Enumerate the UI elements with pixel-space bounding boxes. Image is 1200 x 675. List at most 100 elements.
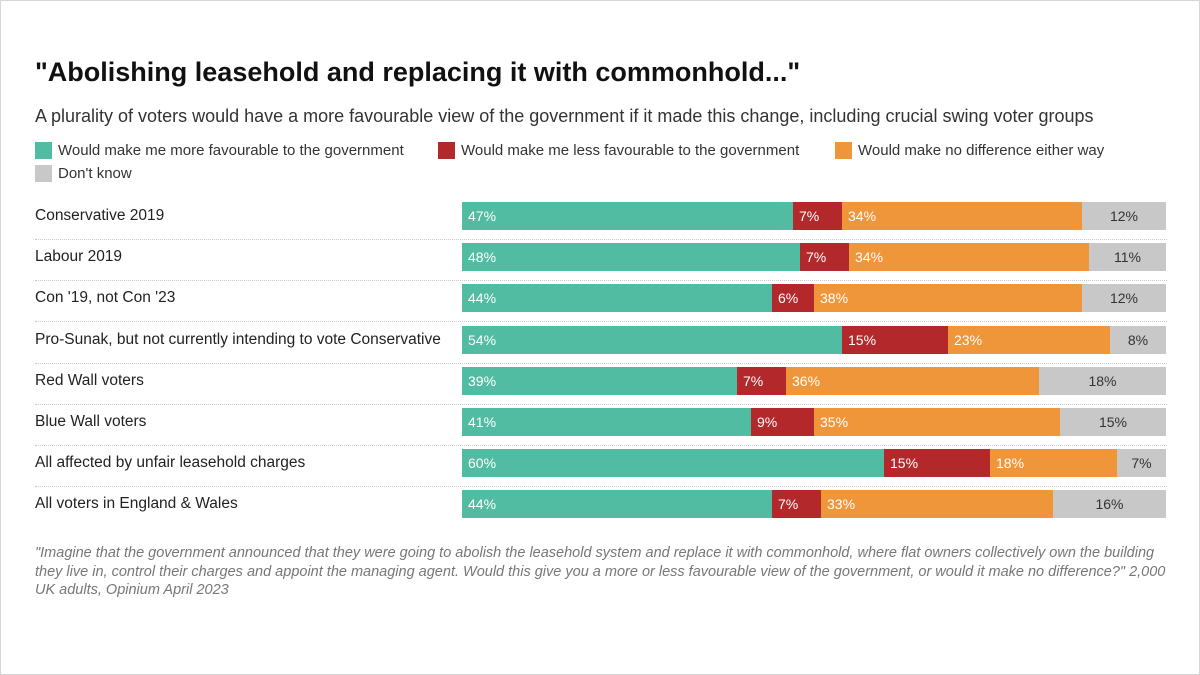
bar-segment: 7% [737, 367, 786, 395]
data-label: 7% [800, 243, 826, 271]
data-label: 60% [462, 449, 496, 477]
data-label: 18% [990, 449, 1024, 477]
data-label: 54% [462, 326, 496, 354]
bar-segment: 34% [849, 243, 1089, 271]
chart-title: "Abolishing leasehold and replacing it w… [35, 57, 800, 88]
legend-swatch [438, 142, 455, 159]
data-label: 7% [1117, 449, 1166, 477]
category-label: Pro-Sunak, but not currently intending t… [35, 323, 441, 357]
data-label: 9% [751, 408, 777, 436]
data-label: 34% [849, 243, 883, 271]
bar-track: 48% 7% 34% 11% [462, 243, 1166, 271]
category-label: Blue Wall voters [35, 405, 146, 439]
bar-track: 44% 6% 38% 12% [462, 284, 1166, 312]
bar-row: All affected by unfair leasehold charges… [35, 446, 1167, 487]
data-label: 15% [842, 326, 876, 354]
data-label: 15% [884, 449, 918, 477]
bar-segment: 54% [462, 326, 842, 354]
legend-item: Would make me more favourable to the gov… [35, 142, 404, 159]
bar-segment: 16% [1053, 490, 1166, 518]
legend-label: Would make no difference either way [858, 142, 1104, 159]
bar-row: Blue Wall voters 41% 9% 35% 15% [35, 405, 1167, 446]
bar-row: All voters in England & Wales 44% 7% 33% 16% [35, 487, 1167, 528]
bar-row: Pro-Sunak, but not currently intending t… [35, 323, 1167, 364]
bar-segment: 41% [462, 408, 751, 436]
data-label: 44% [462, 284, 496, 312]
data-label: 35% [814, 408, 848, 436]
bar-segment: 15% [1060, 408, 1166, 436]
legend-label: Would make me more favourable to the gov… [58, 142, 404, 159]
legend-swatch [35, 142, 52, 159]
bar-segment: 12% [1082, 284, 1166, 312]
legend-label: Don't know [58, 165, 132, 182]
bar-row: Red Wall voters 39% 7% 36% 18% [35, 364, 1167, 405]
bar-segment: 33% [821, 490, 1053, 518]
data-label: 36% [786, 367, 820, 395]
category-label: All affected by unfair leasehold charges [35, 446, 305, 480]
bar-segment: 18% [1039, 367, 1166, 395]
bar-segment: 39% [462, 367, 737, 395]
data-label: 7% [737, 367, 763, 395]
data-label: 23% [948, 326, 982, 354]
chart-subtitle: A plurality of voters would have a more … [35, 106, 1094, 127]
data-label: 16% [1053, 490, 1166, 518]
bar-segment: 15% [884, 449, 990, 477]
data-label: 7% [772, 490, 798, 518]
data-label: 12% [1082, 284, 1166, 312]
category-label: Con '19, not Con '23 [35, 281, 175, 315]
bar-segment: 47% [462, 202, 793, 230]
bar-track: 47% 7% 34% 12% [462, 202, 1166, 230]
bar-segment: 60% [462, 449, 884, 477]
legend-label: Would make me less favourable to the gov… [461, 142, 799, 159]
bar-segment: 12% [1082, 202, 1166, 230]
chart-source-note: "Imagine that the government announced t… [35, 544, 1170, 600]
bar-segment: 8% [1110, 326, 1166, 354]
bar-segment: 44% [462, 284, 772, 312]
bar-segment: 7% [793, 202, 842, 230]
data-label: 48% [462, 243, 496, 271]
bar-row: Con '19, not Con '23 44% 6% 38% 12% [35, 281, 1167, 322]
data-label: 12% [1082, 202, 1166, 230]
category-label: Labour 2019 [35, 240, 122, 274]
legend-item: Don't know [35, 165, 132, 182]
category-label: Red Wall voters [35, 364, 144, 398]
data-label: 33% [821, 490, 855, 518]
bar-track: 44% 7% 33% 16% [462, 490, 1166, 518]
bar-track: 54% 15% 23% 8% [462, 326, 1166, 354]
bar-row: Conservative 2019 47% 7% 34% 12% [35, 199, 1167, 240]
bar-segment: 48% [462, 243, 800, 271]
data-label: 47% [462, 202, 496, 230]
legend-item: Would make me less favourable to the gov… [438, 142, 799, 159]
legend-item: Would make no difference either way [835, 142, 1104, 159]
bar-segment: 9% [751, 408, 814, 436]
bar-segment: 44% [462, 490, 772, 518]
data-label: 38% [814, 284, 848, 312]
bar-segment: 7% [800, 243, 849, 271]
legend-swatch [835, 142, 852, 159]
bar-segment: 34% [842, 202, 1082, 230]
data-label: 7% [793, 202, 819, 230]
bar-segment: 11% [1089, 243, 1166, 271]
bar-track: 60% 15% 18% 7% [462, 449, 1166, 477]
category-label: All voters in England & Wales [35, 487, 238, 521]
data-label: 41% [462, 408, 496, 436]
data-label: 39% [462, 367, 496, 395]
bar-segment: 35% [814, 408, 1060, 436]
category-label: Conservative 2019 [35, 199, 164, 233]
bar-row: Labour 2019 48% 7% 34% 11% [35, 240, 1167, 281]
bar-segment: 36% [786, 367, 1039, 395]
bar-segment: 7% [1117, 449, 1166, 477]
data-label: 15% [1060, 408, 1166, 436]
bar-segment: 6% [772, 284, 814, 312]
data-label: 34% [842, 202, 876, 230]
bar-segment: 23% [948, 326, 1110, 354]
data-label: 8% [1110, 326, 1166, 354]
data-label: 6% [772, 284, 798, 312]
legend-swatch [35, 165, 52, 182]
bar-segment: 15% [842, 326, 948, 354]
bar-track: 41% 9% 35% 15% [462, 408, 1166, 436]
data-label: 44% [462, 490, 496, 518]
data-label: 11% [1089, 243, 1166, 271]
data-label: 18% [1039, 367, 1166, 395]
